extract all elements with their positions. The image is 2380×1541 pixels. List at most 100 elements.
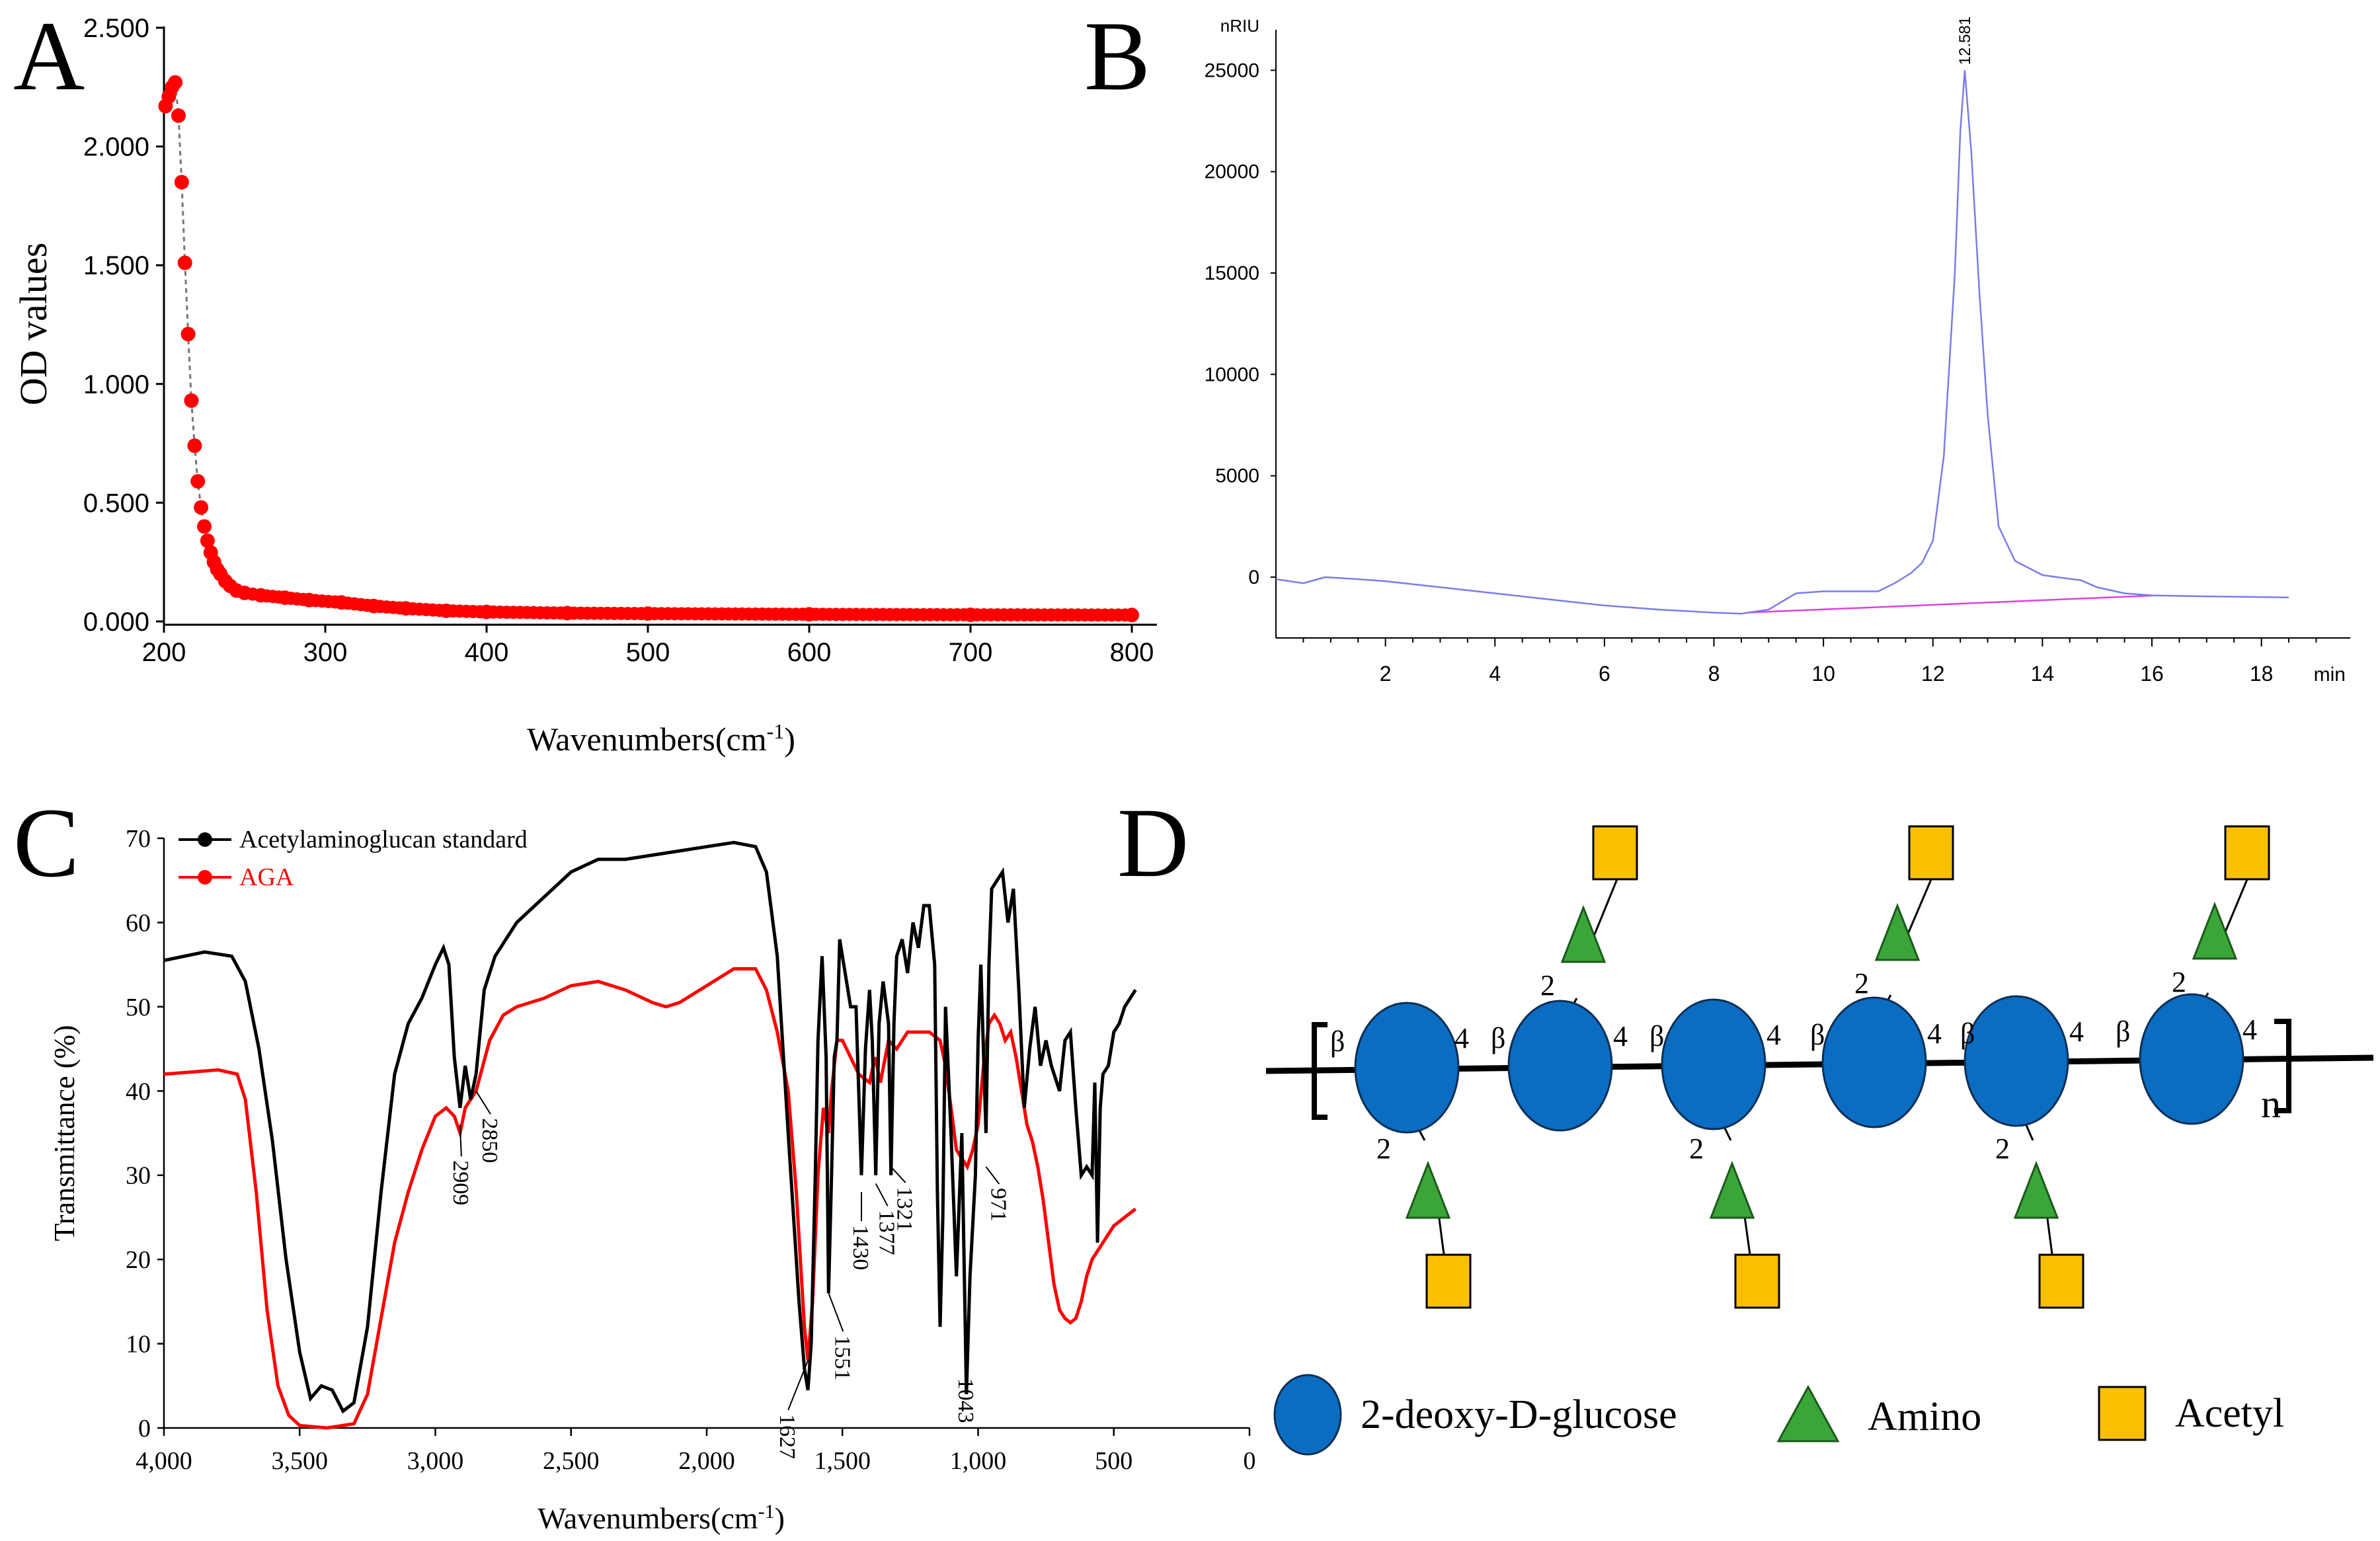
- y-tick-label: 0: [138, 1415, 151, 1442]
- x-tick-label: 500: [626, 638, 670, 667]
- panel-a: A 0.000 0.500 1.000 1.500 2.000 2.500 200 300 4…: [12, 1, 1157, 758]
- panel-a-trend-line: [164, 79, 1132, 616]
- x-tick-label: 4,000: [136, 1447, 192, 1475]
- data-point: [634, 607, 648, 621]
- position-4-label: 4: [1613, 1020, 1628, 1052]
- panel-c-legend: Acetylaminoglucan standard AGA: [178, 826, 528, 891]
- data-point: [184, 393, 199, 408]
- y-tick-label: 2.000: [83, 133, 149, 162]
- acetyl-square: [1425, 1253, 1472, 1309]
- data-point: [197, 519, 212, 534]
- panel-a-points: [158, 75, 1139, 623]
- panel-b: B nRIU 0 5000 10000 15000 20000 25000 2 4 6 8 10 1…: [1084, 1, 2350, 686]
- y-tick-label: 2.500: [83, 14, 149, 43]
- x-tick-label: 10: [1811, 662, 1835, 686]
- glucose-circle: [1964, 995, 2069, 1127]
- panel-a-y-ticks: 0.000 0.500 1.000 1.500 2.000 2.500: [83, 14, 164, 637]
- y-tick-label: 40: [126, 1078, 151, 1105]
- legend-glucose-label: 2-deoxy-D-glucose: [1361, 1392, 1677, 1437]
- annotation-leader: [985, 1166, 1000, 1185]
- position-2-label: 2: [1540, 969, 1555, 1002]
- panel-c-letter: C: [13, 788, 79, 898]
- acetyl-square: [2038, 1253, 2084, 1309]
- amino-triangle: [1874, 902, 1921, 961]
- annotation-leader: [787, 1360, 809, 1411]
- y-tick-label: 60: [126, 909, 151, 937]
- data-point: [246, 587, 260, 601]
- panel-c-y-ticks: 0 10 20 30 40 50 60 70: [126, 825, 164, 1442]
- data-point: [168, 75, 183, 90]
- legend-standard-label: Acetylaminoglucan standard: [239, 826, 528, 853]
- annotation-label: 2909: [448, 1160, 473, 1205]
- panel-c-standard-line: [163, 840, 1137, 1414]
- x-tick-label: 0: [1244, 1447, 1256, 1475]
- panel-b-xlabel: min: [2314, 664, 2346, 686]
- acetyl-square: [2224, 825, 2270, 881]
- position-2-label: 2: [1376, 1132, 1391, 1165]
- legend-acetyl-icon: [2098, 1386, 2147, 1441]
- position-2-label: 2: [1995, 1132, 2010, 1165]
- annotation-label: 1377: [875, 1210, 899, 1255]
- panel-b-y-ticks: 0 5000 10000 15000 20000 25000: [1205, 59, 1276, 588]
- x-tick-label: 500: [1095, 1447, 1132, 1475]
- y-tick-label: 0.500: [83, 489, 149, 518]
- panel-b-peak-label: 12.581: [1956, 17, 1974, 65]
- panel-b-ylabel: nRIU: [1220, 16, 1259, 36]
- x-tick-label: 700: [949, 638, 993, 667]
- data-point: [200, 533, 215, 548]
- position-2-label: 2: [1854, 967, 1869, 1000]
- y-tick-label: 10: [126, 1331, 151, 1359]
- left-bracket: [1312, 1022, 1328, 1120]
- glucose-circle: [1821, 996, 1927, 1128]
- panel-b-baseline: [1747, 594, 2158, 613]
- legend-amino-label: Amino: [1868, 1394, 1981, 1439]
- panel-a-x-ticks: 200 300 400 500 600 700 800: [142, 625, 1154, 667]
- amino-units: [1405, 901, 2238, 1219]
- glucose-units: [1354, 993, 2244, 1134]
- panel-b-x-ticks: 2 4 6 8 10 12 14 16 18: [1302, 638, 2317, 686]
- data-point: [328, 595, 342, 609]
- annotation-label: 1043: [953, 1378, 978, 1423]
- amino-triangle: [1709, 1160, 1755, 1219]
- data-point: [360, 598, 374, 612]
- data-point: [180, 327, 196, 342]
- position-4-label: 4: [1766, 1019, 1781, 1051]
- position-4-label: 4: [2242, 1013, 2257, 1046]
- repeat-n-label: n: [2261, 1082, 2281, 1126]
- annotation-label: 1430: [848, 1225, 873, 1270]
- position-4-label: 4: [1454, 1022, 1469, 1054]
- panel-d-letter: D: [1117, 788, 1189, 898]
- y-tick-label: 0: [1248, 567, 1259, 588]
- y-tick-label: 1.000: [83, 370, 149, 399]
- acetyl-square: [1734, 1253, 1780, 1309]
- data-point: [272, 590, 286, 604]
- legend-aga-marker: [198, 870, 212, 885]
- x-tick-label: 16: [2140, 662, 2164, 686]
- legend-amino-icon: [1776, 1384, 1840, 1442]
- x-tick-label: 1,000: [950, 1447, 1007, 1475]
- y-tick-label: 5000: [1215, 465, 1259, 487]
- beta-label: β: [1810, 1019, 1825, 1051]
- amino-triangle: [1560, 904, 1606, 963]
- annotation-label: 1321: [892, 1187, 917, 1232]
- x-tick-label: 300: [303, 638, 348, 667]
- x-tick-label: 600: [787, 638, 832, 667]
- amino-triangle: [1405, 1160, 1451, 1219]
- annotation-leader: [475, 1090, 491, 1115]
- y-tick-label: 30: [126, 1162, 151, 1190]
- amino-triangle: [2013, 1160, 2059, 1219]
- beta-label: β: [1491, 1022, 1505, 1054]
- legend-aga-label: AGA: [239, 863, 294, 891]
- panel-b-signal-line: [1275, 70, 2289, 615]
- x-tick-label: 14: [2031, 662, 2055, 686]
- beta-label: β: [1330, 1025, 1345, 1058]
- panel-a-xlabel: Wavenumbers(cm-1): [527, 719, 795, 758]
- y-tick-label: 70: [126, 825, 151, 853]
- data-point: [171, 108, 186, 123]
- data-point: [473, 605, 487, 619]
- x-tick-label: 8: [1708, 662, 1720, 686]
- glucose-circle: [1661, 998, 1766, 1130]
- legend-standard-marker: [198, 832, 212, 847]
- data-point: [393, 601, 407, 615]
